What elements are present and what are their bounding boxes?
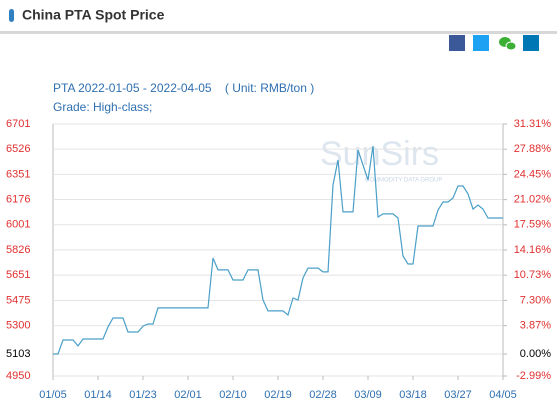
y2-tick-label: 21.02% <box>514 194 552 206</box>
chart-title: PTA 2022-01-05 - 2022-04-05 ( Unit: RMB/… <box>53 81 314 95</box>
x-tick-label: 01/05 <box>39 389 67 401</box>
x-tick-label: 03/09 <box>354 389 382 401</box>
y-tick-label: 6001 <box>6 219 30 231</box>
y-tick-label: 5300 <box>6 320 30 332</box>
twitter-icon[interactable] <box>473 35 489 51</box>
y-tick-label: 4950 <box>6 370 30 382</box>
y-tick-label: 6701 <box>6 118 30 130</box>
y2-tick-label: 3.87% <box>520 320 551 332</box>
linkedin-icon[interactable] <box>523 35 539 51</box>
x-tick-label: 02/19 <box>264 389 292 401</box>
header-icon <box>9 9 14 22</box>
x-tick-label: 02/10 <box>219 389 247 401</box>
y2-tick-label: 31.31% <box>514 118 552 130</box>
x-tick-label: 02/28 <box>309 389 337 401</box>
y2-tick-label: 0.00% <box>520 348 551 360</box>
y-tick-label: 6526 <box>6 143 30 155</box>
header-title: China PTA Spot Price <box>22 7 165 23</box>
x-tick-label: 04/05 <box>489 389 517 401</box>
y-tick-label: 5826 <box>6 244 30 256</box>
share-icons <box>449 35 539 51</box>
header-rule <box>0 31 557 34</box>
x-tick-label: 02/01 <box>174 389 202 401</box>
y-tick-label: 5651 <box>6 269 30 281</box>
x-tick-label: 03/27 <box>444 389 472 401</box>
y-tick-label: 5103 <box>6 348 30 360</box>
y2-tick-label: 7.30% <box>520 294 551 306</box>
x-tick-label: 01/23 <box>129 389 157 401</box>
y2-tick-label: -2.99% <box>516 370 551 382</box>
y2-tick-label: 17.59% <box>514 219 552 231</box>
y2-tick-label: 27.88% <box>514 143 552 155</box>
y2-tick-label: 24.45% <box>514 168 552 180</box>
watermark-sub: COMMODITY DATA GROUP <box>365 178 442 184</box>
y-tick-label: 5475 <box>6 294 30 306</box>
y2-tick-label: 10.73% <box>514 269 552 281</box>
x-tick-label: 03/18 <box>399 389 427 401</box>
wechat-bubble <box>505 41 517 51</box>
y2-tick-label: 14.16% <box>514 244 552 256</box>
y-tick-label: 6176 <box>6 193 30 205</box>
chart-subtitle: Grade: High-class; <box>53 100 152 114</box>
watermark: SunSirs <box>320 135 439 173</box>
x-tick-label: 01/14 <box>84 389 112 401</box>
facebook-icon[interactable] <box>449 35 465 51</box>
series-line <box>53 145 503 355</box>
y-tick-label: 6351 <box>6 168 30 180</box>
